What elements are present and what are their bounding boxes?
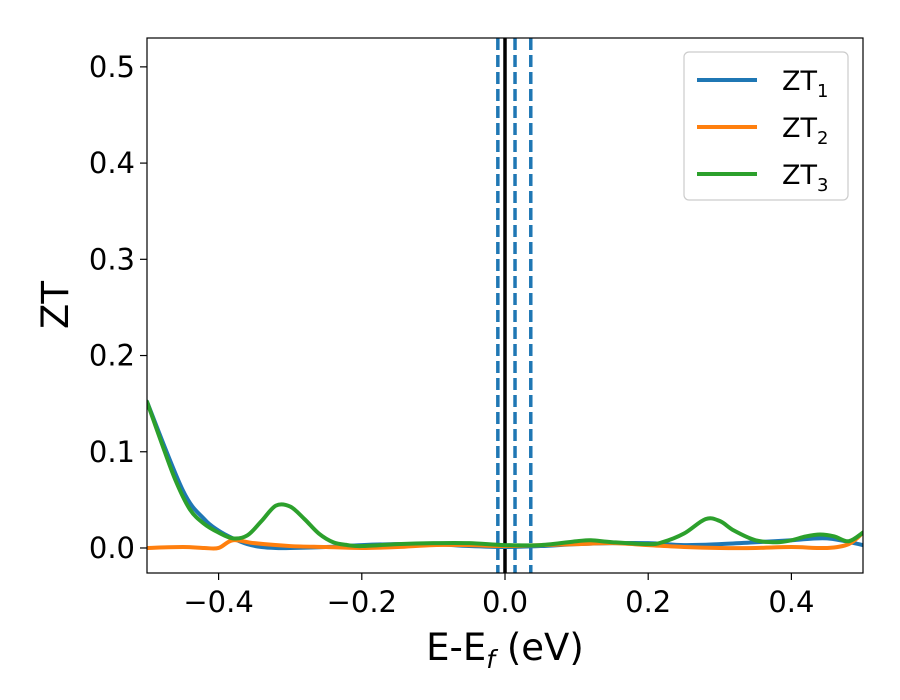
- x-axis-label-main: E-E: [426, 626, 486, 669]
- legend-label-zt3: ZT3: [782, 160, 828, 196]
- y-tick-label: 0.0: [89, 531, 135, 565]
- x-axis-label-unit: (eV): [495, 626, 584, 669]
- legend-label-zt2: ZT2: [782, 113, 828, 149]
- x-tick-label: 0.4: [768, 585, 814, 619]
- y-tick-label: 0.1: [89, 435, 135, 469]
- y-axis: 0.0 0.1 0.2 0.3 0.4 0.5: [89, 50, 147, 565]
- y-tick-label: 0.4: [89, 146, 135, 180]
- reference-lines: [496, 38, 533, 573]
- series-line-zt3: [147, 399, 863, 549]
- x-tick-label: −0.4: [183, 585, 253, 619]
- y-tick-label: 0.5: [89, 50, 135, 84]
- y-tick-label: 0.2: [89, 339, 135, 373]
- x-axis: −0.4 −0.2 0.0 0.2 0.4: [183, 573, 814, 619]
- x-axis-label: E-Ef (eV): [426, 626, 584, 674]
- legend-frame: [683, 51, 849, 201]
- series-group: [147, 399, 863, 551]
- y-axis-label: ZT: [34, 281, 77, 329]
- x-tick-label: −0.2: [327, 585, 397, 619]
- y-tick-label: 0.3: [89, 242, 135, 276]
- x-tick-label: 0.2: [625, 585, 671, 619]
- x-tick-label: 0.0: [482, 585, 528, 619]
- legend: ZT1 ZT2 ZT3: [683, 51, 849, 201]
- legend-label-zt1: ZT1: [782, 66, 828, 102]
